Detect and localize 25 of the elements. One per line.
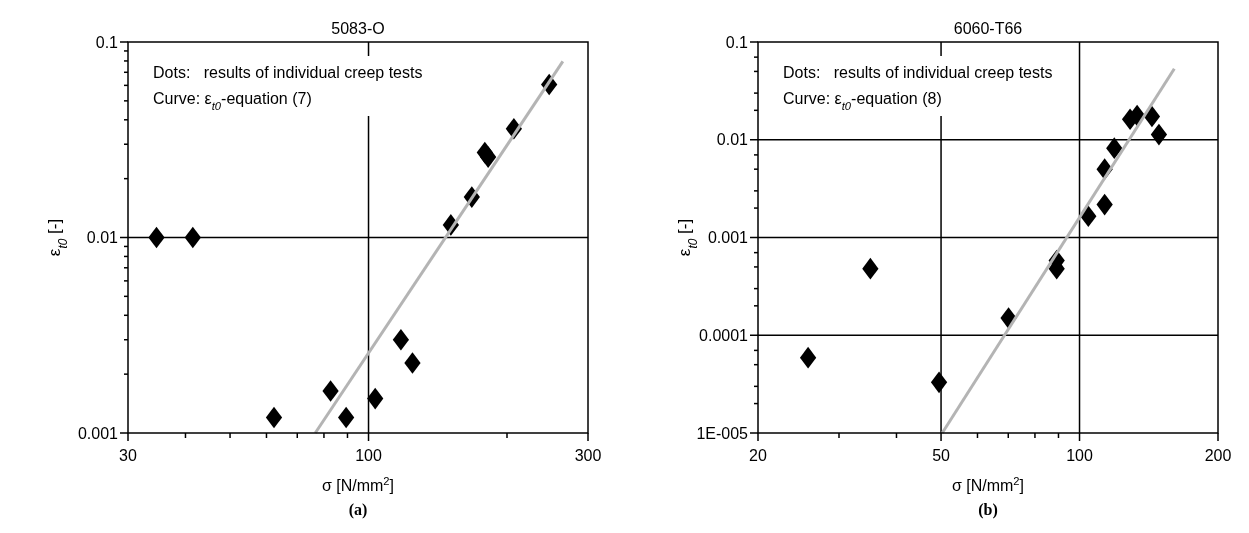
y-tick-label: 1E-005 <box>696 424 749 442</box>
y-tick-label: 0.0001 <box>699 326 749 344</box>
x-tick-label: 20 <box>749 447 767 464</box>
annotation: Curve: ε$_{t0}$-equation (7) <box>153 90 312 112</box>
x-tick-label: 300 <box>574 447 602 464</box>
x-tick-label: 30 <box>119 447 137 464</box>
x-tick-label: 100 <box>355 447 382 464</box>
chart-title: 6060-T66 <box>953 20 1023 37</box>
annotation: Curve: ε$_{t0}$-equation (8) <box>783 90 942 112</box>
annotation: Dots: results of individual creep tests <box>153 64 423 81</box>
x-tick-label: 100 <box>1066 447 1093 464</box>
text: (b) <box>978 501 998 519</box>
x-tick-label: 50 <box>932 447 951 464</box>
y-tick-label: 0.1 <box>725 33 749 51</box>
x-axis-title: σ [N/mm$^{2}$] <box>951 475 1025 494</box>
chart-title: 5083-O <box>331 20 385 37</box>
text: (a) <box>348 501 368 519</box>
annotation: Dots: results of individual creep tests <box>783 64 1053 81</box>
y-tick-label: 0.001 <box>77 424 119 442</box>
x-tick-label: 200 <box>1204 447 1232 464</box>
y-tick-label: 0.001 <box>707 229 749 247</box>
y-tick-label: 0.1 <box>95 33 119 51</box>
x-axis-title: σ [N/mm$^{2}$] <box>321 475 395 494</box>
y-tick-label: 0.01 <box>86 229 119 247</box>
y-tick-label: 0.01 <box>716 131 749 149</box>
